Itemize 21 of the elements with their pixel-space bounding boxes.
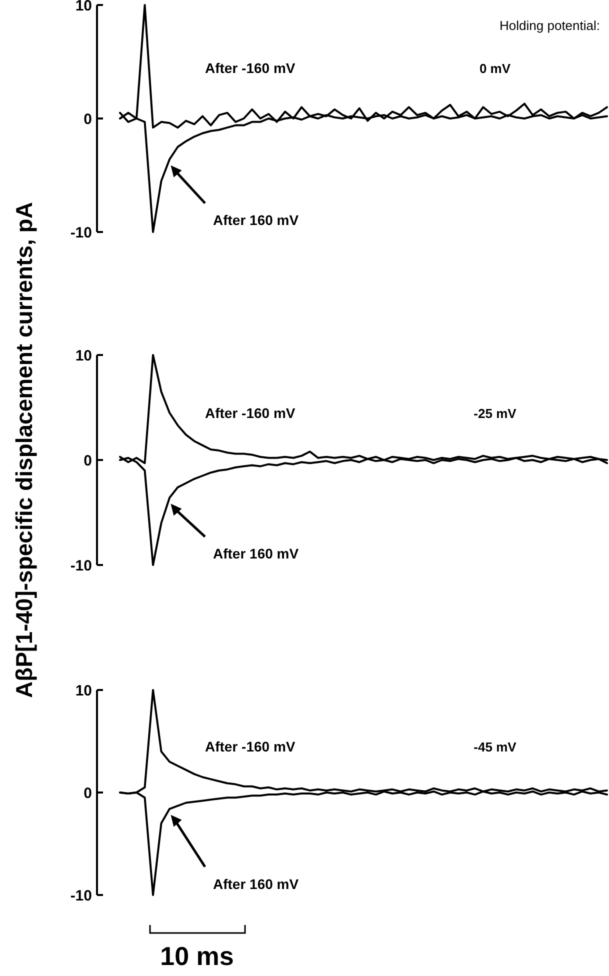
y-axis-title: AβP[1-40]-specific displacement currents, pA (11, 202, 37, 698)
annotation: After 160 mV (213, 212, 300, 228)
y-tick-label: 0 (84, 110, 92, 128)
y-tick-label: 10 (75, 682, 92, 700)
annotation: -25 mV (474, 406, 517, 421)
annotation: After 160 mV (213, 546, 300, 562)
text: Holding potential: (500, 18, 600, 33)
y-tick-label: 0 (84, 452, 92, 470)
annotation: -45 mV (474, 740, 517, 754)
annotation: 0 mV (479, 61, 511, 76)
annotation: After 160 mV (213, 876, 300, 892)
annotation: After -160 mV (205, 405, 296, 421)
y-tick-label: 10 (75, 347, 92, 364)
y-tick-label: -10 (70, 557, 92, 574)
y-tick-label: 10 (75, 0, 92, 14)
annotation: After -160 mV (205, 738, 296, 754)
annotation: After -160 mV (205, 60, 296, 76)
y-tick-label: -10 (70, 224, 92, 242)
text: 10 ms (160, 941, 234, 971)
y-tick-label: 0 (84, 784, 92, 802)
y-tick-label: -10 (70, 887, 92, 904)
